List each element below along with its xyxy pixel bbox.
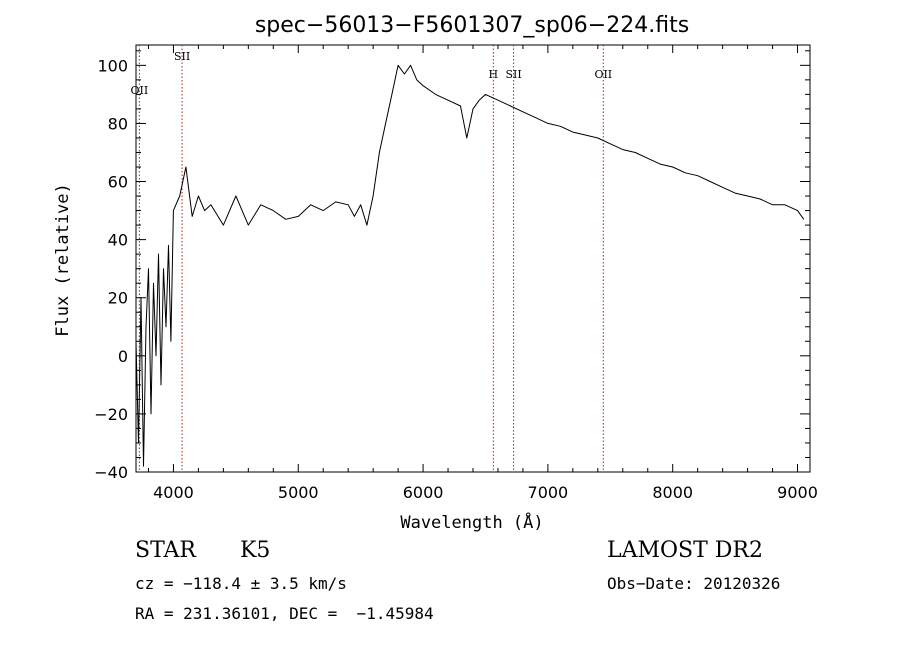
y-tick-label: −20 <box>94 405 128 424</box>
x-axis-label: Wavelength (Å) <box>400 511 543 533</box>
y-tick-label: 20 <box>108 289 128 308</box>
subclass-label: K5 <box>240 538 271 563</box>
y-axis-label: Flux (relative) <box>53 183 73 337</box>
y-tick-label: −40 <box>94 463 128 482</box>
x-tick-label: 4000 <box>153 483 194 502</box>
x-tick-label: 9000 <box>777 483 818 502</box>
y-tick-label: 80 <box>108 114 128 133</box>
coordinates: RA = 231.36101, DEC = −1.45984 <box>135 604 434 623</box>
survey-label: LAMOST DR2 <box>607 538 763 563</box>
x-axis-ticks: 4000 5000 6000 7000 8000 9000 <box>147 45 818 502</box>
x-tick-label: 5000 <box>278 483 319 502</box>
x-tick-label: 8000 <box>652 483 693 502</box>
emission-line-label: SII <box>174 50 190 63</box>
class-label: STAR <box>135 538 196 563</box>
emission-line-label: OII <box>131 84 149 97</box>
cz-value: cz = −118.4 ± 3.5 km/s <box>135 574 347 593</box>
obs-date: Obs−Date: 20120326 <box>607 574 781 593</box>
spectrum-series-line <box>135 64 805 467</box>
emission-line-label: H <box>489 68 499 81</box>
x-tick-label: 7000 <box>528 483 569 502</box>
emission-line-markers: OII SII H SII OII <box>131 45 612 472</box>
chart-title: spec−56013−F5601307_sp06−224.fits <box>255 13 689 38</box>
series-layer <box>135 64 805 467</box>
y-tick-label: 100 <box>97 56 128 75</box>
y-axis-ticks: −40 −20 0 20 40 60 80 100 <box>94 50 810 482</box>
y-tick-label: 60 <box>108 173 128 192</box>
x-tick-label: 6000 <box>403 483 444 502</box>
emission-line-label: SII <box>505 68 521 81</box>
y-tick-label: 0 <box>118 347 128 366</box>
emission-line-label: OII <box>594 68 612 81</box>
y-tick-label: 40 <box>108 231 128 250</box>
